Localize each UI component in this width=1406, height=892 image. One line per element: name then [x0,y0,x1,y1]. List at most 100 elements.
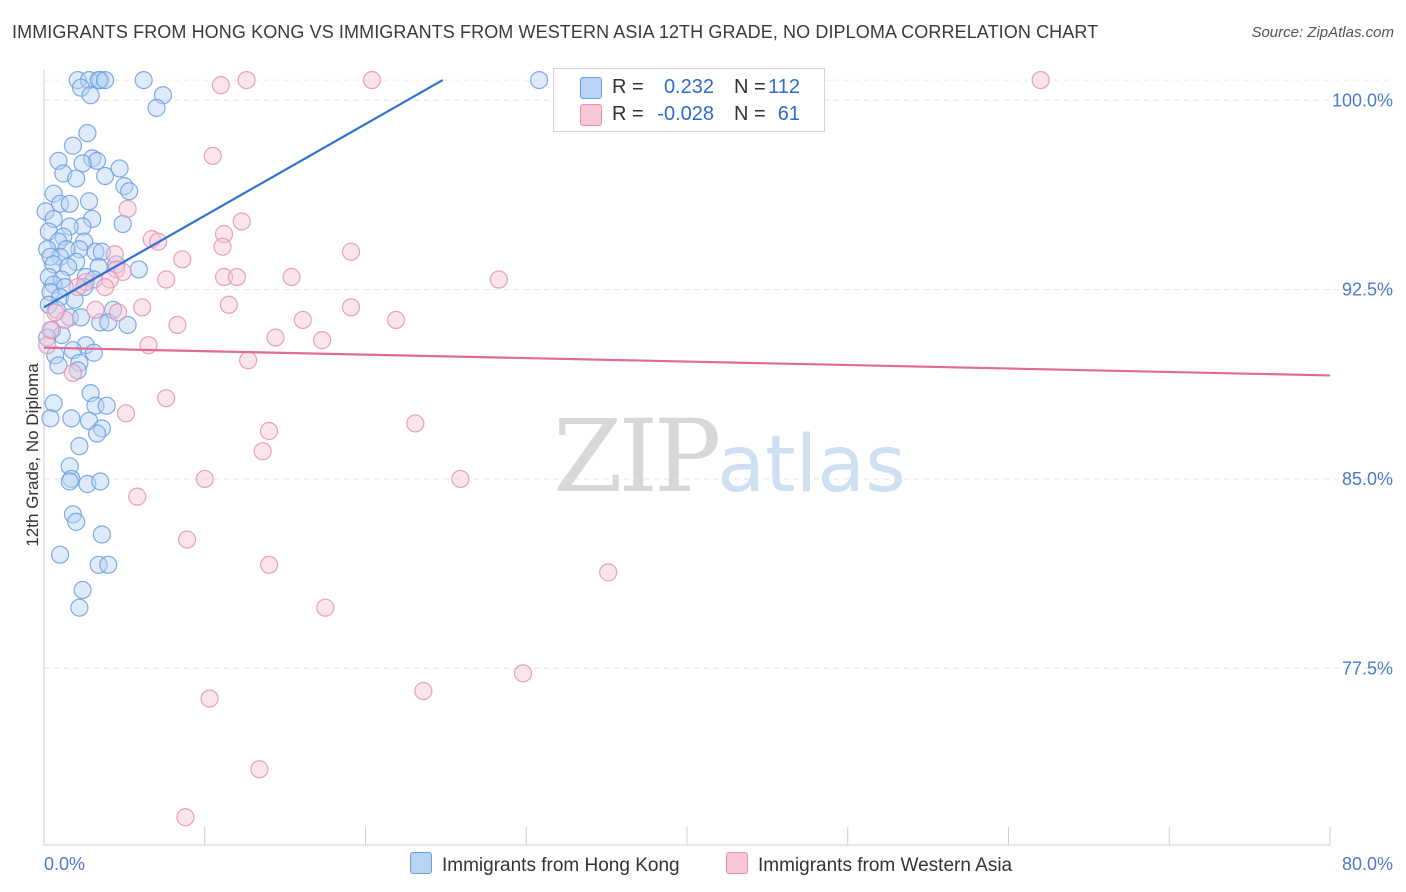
point-western-asia [203,146,222,165]
point-western-asia [176,808,195,827]
point-western-asia [157,389,176,408]
point-hong-kong [110,159,129,178]
point-hong-kong [71,78,91,97]
point-western-asia [105,245,124,264]
point-western-asia [168,315,187,335]
point-western-asia [46,303,65,322]
point-hong-kong [73,580,92,600]
point-hong-kong [52,325,71,345]
point-hong-kong [50,194,70,213]
point-hong-kong [60,217,79,236]
point-hong-kong [73,154,92,173]
point-western-asia [489,270,509,289]
point-hong-kong [70,598,89,617]
point-hong-kong [134,70,153,90]
watermark-atlas: atlas [717,420,906,510]
point-hong-kong [89,70,108,90]
point-hong-kong [87,424,107,443]
point-western-asia [316,598,335,617]
point-hong-kong [120,182,139,201]
y-tick-label: 77.5% [1342,658,1393,678]
legend-r-value-hong-kong: 0.232 [663,76,714,98]
point-hong-kong [91,472,110,491]
point-hong-kong [81,86,100,105]
y-axis-label: 12th Grade, No Diploma [23,363,42,547]
trend-lines [43,79,1331,377]
legend-n-value-hong-kong: 112 [768,76,800,98]
point-hong-kong [44,394,63,413]
point-hong-kong [78,124,97,143]
point-western-asia [293,310,312,330]
legend-r-label: R = [612,103,644,125]
point-hong-kong [97,396,116,415]
point-hong-kong [129,260,148,279]
point-hong-kong [57,240,76,259]
point-western-asia [211,76,230,95]
point-western-asia [132,298,152,317]
point-western-asia [386,310,406,330]
point-hong-kong [62,409,81,428]
point-hong-kong [87,151,107,170]
chart-title: IMMIGRANTS FROM HONG KONG VS IMMIGRANTS … [12,22,1099,42]
legend-item-hong-kong[interactable]: Immigrants from Hong Kong [410,852,680,877]
point-western-asia [599,563,618,582]
point-hong-kong [68,361,87,380]
point-western-asia [95,278,115,297]
correlation-legend: R = 0.232 N = 112 R = -0.028 N = 61 [553,68,825,132]
point-hong-kong [86,242,105,261]
point-western-asia [173,250,192,269]
point-hong-kong [115,177,134,196]
point-western-asia [219,295,238,314]
point-hong-kong [73,217,92,236]
point-western-asia [451,469,470,489]
point-western-asia [341,298,361,317]
point-hong-kong [49,356,68,375]
y-tick-label: 100.0% [1332,90,1393,110]
point-hong-kong [99,555,118,574]
x-tick-label-min: 0.0% [44,854,85,874]
point-western-asia [116,404,136,423]
point-hong-kong [92,525,111,544]
point-western-asia [341,242,361,261]
point-hong-kong [70,353,89,372]
point-western-asia [63,363,83,383]
point-hong-kong [84,343,103,362]
legend-row-hong-kong: R = 0.232 N = 112 [554,73,824,101]
gridlines [44,79,1390,669]
point-western-asia [266,328,285,347]
point-western-asia [195,469,214,489]
point-western-asia [259,555,279,574]
point-hong-kong [83,209,102,229]
legend-swatch-western-asia [580,104,602,126]
watermark-zip: ZIP [553,398,721,515]
series-legend: Immigrants from Hong Kong Immigrants fro… [0,850,1406,880]
point-western-asia [362,70,382,90]
point-western-asia [157,270,176,289]
point-western-asia [237,70,256,90]
trend-line-hong-kong [43,79,444,309]
point-hong-kong [113,214,132,234]
point-western-asia [259,421,279,441]
point-western-asia [128,487,147,506]
point-hong-kong [89,555,108,574]
point-hong-kong [92,419,111,438]
legend-n-label: N = [734,103,766,125]
point-western-asia [282,267,301,287]
point-western-asia [239,351,258,370]
legend-r-value-western-asia: -0.028 [657,103,714,125]
point-hong-kong [67,169,86,188]
point-hong-kong [63,136,83,155]
point-western-asia [227,267,246,287]
legend-r-label: R = [612,76,644,98]
watermark: ZIPatlas [553,398,906,515]
point-hong-kong [118,315,137,335]
point-western-asia [38,336,57,355]
point-western-asia [1031,70,1050,90]
legend-item-western-asia[interactable]: Immigrants from Western Asia [726,852,1012,877]
x-tick-label-max: 80.0% [1342,854,1393,874]
point-western-asia [86,300,105,319]
point-hong-kong [95,70,115,90]
point-western-asia [55,310,74,330]
point-hong-kong [70,437,89,456]
